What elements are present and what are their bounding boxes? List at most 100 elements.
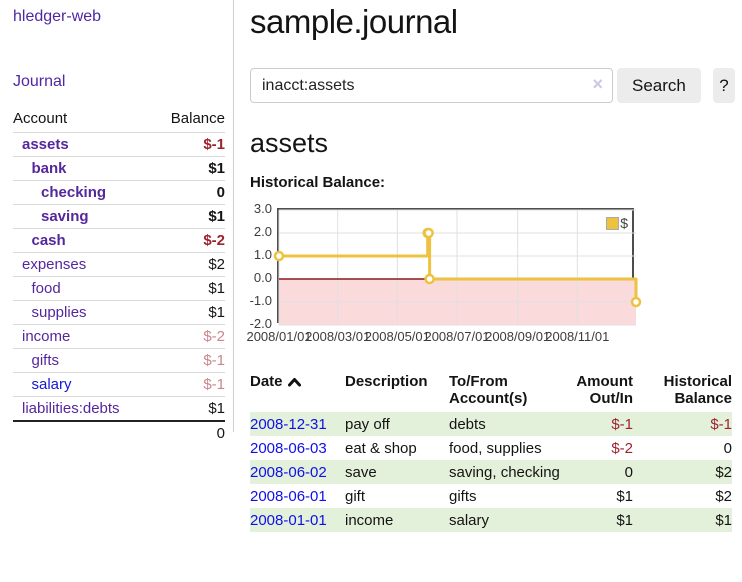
legend-label: $ <box>620 215 628 231</box>
x-axis-tick-label: 2008/01/01 <box>246 329 312 344</box>
txn-balance-cell: 0 <box>723 440 732 457</box>
chart-title: Historical Balance: <box>250 174 386 191</box>
account-link-income[interactable]: income <box>22 328 71 345</box>
account-link-assets[interactable]: assets <box>22 136 69 153</box>
txn-description-cell: save <box>345 460 449 484</box>
txn-date-cell: 2008-06-03 <box>250 436 345 460</box>
account-row: income $-2 <box>13 324 225 349</box>
y-axis-tick-label: 1.0 <box>253 247 272 262</box>
transaction-date-link[interactable]: 2008-06-02 <box>250 464 327 481</box>
txn-accounts-cell: debts <box>449 412 561 436</box>
txn-date-cell: 2008-06-02 <box>250 460 345 484</box>
accounts-table: Account Balance assets $-1 bank $1 checking 0… <box>13 108 225 445</box>
chart-canvas <box>273 209 642 326</box>
txn-description-cell: gift <box>345 488 366 505</box>
account-link-saving[interactable]: saving <box>41 208 89 225</box>
column-header-amount: Amount Out/In <box>576 373 633 407</box>
account-row: assets $-1 <box>13 132 225 157</box>
account-link-liabilities-debts[interactable]: liabilities:debts <box>22 400 120 417</box>
account-balance: $-1 <box>153 372 225 397</box>
txn-description-cell: eat & shop <box>345 440 417 457</box>
y-axis-tick-label: 3.0 <box>253 201 272 216</box>
sidebar-item-journal[interactable]: Journal <box>13 73 66 90</box>
txn-accounts-cell: salary <box>449 508 561 532</box>
account-row: liabilities:debts $1 <box>13 396 225 422</box>
account-row: expenses $2 <box>13 252 225 277</box>
column-header-date[interactable]: Date <box>250 371 345 412</box>
txn-date-cell: 2008-12-31 <box>250 412 345 436</box>
y-axis-tick-label: -2.0 <box>249 316 272 331</box>
account-link-gifts[interactable]: gifts <box>31 352 60 369</box>
txn-balance-cell: $2 <box>633 460 732 484</box>
accounts-header-row: Account Balance <box>13 108 225 133</box>
account-balance: $1 <box>153 300 225 325</box>
table-row[interactable]: 2008-06-03 eat & shop food, supplies $-2 0 <box>250 436 732 460</box>
account-link-salary[interactable]: salary <box>31 376 72 393</box>
table-row[interactable]: 2008-06-01 gift gifts $1 $2 <box>250 484 732 508</box>
account-row: salary $-1 <box>13 372 225 397</box>
y-axis-tick-label: 0.0 <box>253 270 272 285</box>
txn-balance-cell: $2 <box>715 488 732 505</box>
txn-description-cell: income <box>345 508 449 532</box>
brand-link[interactable]: hledger-web <box>13 8 102 25</box>
sidebar-divider <box>233 0 234 432</box>
search-input[interactable] <box>250 68 613 103</box>
account-link-cash[interactable]: cash <box>31 232 66 249</box>
account-link-supplies[interactable]: supplies <box>31 304 87 321</box>
account-row: cash $-2 <box>13 228 225 253</box>
search-box: × <box>250 68 613 103</box>
chart-legend: $ <box>606 215 628 231</box>
sort-ascending-chevron-icon <box>287 378 301 387</box>
page-title: sample.journal <box>250 3 458 40</box>
account-row: food $1 <box>13 276 225 301</box>
txn-balance-cell: $-1 <box>633 412 732 436</box>
chart-plot-area[interactable]: $ <box>273 208 642 326</box>
transaction-date-link[interactable]: 2008-06-03 <box>250 440 327 457</box>
txn-balance-cell: $1 <box>633 508 732 532</box>
account-balance: 0 <box>153 180 225 205</box>
transaction-date-link[interactable]: 2008-06-01 <box>250 488 327 505</box>
table-row[interactable]: 2008-06-02 save saving, checking 0 $2 <box>250 460 732 484</box>
clear-search-icon[interactable]: × <box>592 74 603 94</box>
txn-amount-cell: $-1 <box>561 412 633 436</box>
account-balance: $1 <box>153 156 225 181</box>
txn-amount-cell: $1 <box>616 488 633 505</box>
column-header-description: Description <box>345 373 428 390</box>
account-row: gifts $-1 <box>13 348 225 373</box>
txn-accounts-cell: food, supplies <box>449 440 542 457</box>
transaction-date-link[interactable]: 2008-01-01 <box>250 512 327 529</box>
account-row: supplies $1 <box>13 300 225 325</box>
table-row[interactable]: 2008-01-01 income salary $1 $1 <box>250 508 732 532</box>
column-header-tofrom: To/From Account(s) <box>449 373 528 407</box>
account-balance: $-2 <box>153 228 225 253</box>
account-balance: $1 <box>153 276 225 301</box>
txn-accounts-cell: saving, checking <box>449 460 561 484</box>
help-button[interactable]: ? <box>712 68 735 103</box>
account-link-food[interactable]: food <box>31 280 61 297</box>
account-balance: $1 <box>153 204 225 229</box>
column-header-balance: Historical Balance <box>663 373 732 407</box>
accounts-total-balance: 0 <box>216 425 225 442</box>
x-axis-tick-label: 2008/07/01 <box>424 329 490 344</box>
accounts-header-account: Account <box>13 108 154 133</box>
account-link-bank[interactable]: bank <box>31 160 67 177</box>
txn-amount-cell: $-2 <box>611 440 633 457</box>
accounts-header-balance: Balance <box>153 108 225 133</box>
account-link-expenses[interactable]: expenses <box>22 256 87 273</box>
account-link-checking[interactable]: checking <box>41 184 107 201</box>
historical-balance-chart[interactable]: $ 3.0 2.0 1.0 0.0 -1.0 -2.0 2008/01/01 2008/03/… <box>246 201 735 346</box>
x-axis-tick-label: 2008/05/01 <box>364 329 430 344</box>
transaction-date-link[interactable]: 2008-12-31 <box>250 416 327 433</box>
table-row[interactable]: 2008-12-31 pay off debts $-1 $-1 <box>250 412 732 436</box>
txn-description-cell: pay off <box>345 412 449 436</box>
txn-date-cell: 2008-01-01 <box>250 508 345 532</box>
search-button[interactable]: Search <box>617 68 701 103</box>
account-balance: $-1 <box>153 348 225 373</box>
sidebar: hledger-web Journal Account Balance asse… <box>0 0 233 445</box>
account-row: saving $1 <box>13 204 225 229</box>
account-balance: $1 <box>153 396 225 422</box>
main-content: sample.journal × Search ? assets Histori… <box>233 0 742 532</box>
txn-amount-cell: 0 <box>561 460 633 484</box>
account-balance: $-2 <box>153 324 225 349</box>
